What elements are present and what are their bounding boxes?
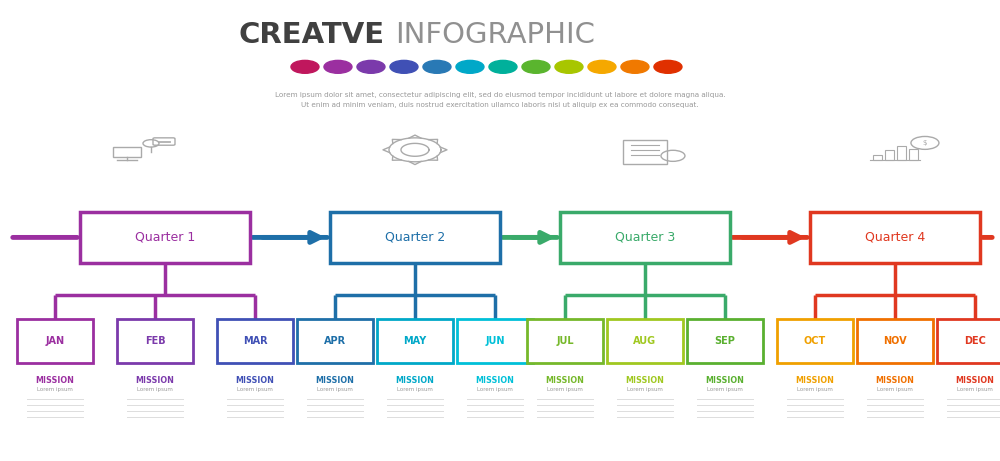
Text: JUL: JUL <box>556 336 574 346</box>
Text: FEB: FEB <box>145 336 165 346</box>
Text: Lorem ipsum: Lorem ipsum <box>707 387 743 392</box>
FancyBboxPatch shape <box>377 319 453 363</box>
Text: NOV: NOV <box>883 336 907 346</box>
Text: JAN: JAN <box>45 336 65 346</box>
FancyBboxPatch shape <box>607 319 683 363</box>
Circle shape <box>555 60 583 73</box>
Text: AUG: AUG <box>633 336 657 346</box>
Text: Lorem ipsum: Lorem ipsum <box>547 387 583 392</box>
Text: Quarter 3: Quarter 3 <box>615 231 675 244</box>
Circle shape <box>423 60 451 73</box>
Text: MISSION: MISSION <box>546 376 584 385</box>
Text: Lorem ipsum: Lorem ipsum <box>957 387 993 392</box>
Text: MISSION: MISSION <box>876 376 914 385</box>
Text: DEC: DEC <box>964 336 986 346</box>
Text: Lorem ipsum: Lorem ipsum <box>797 387 833 392</box>
FancyBboxPatch shape <box>457 319 533 363</box>
FancyBboxPatch shape <box>217 319 293 363</box>
FancyBboxPatch shape <box>687 319 763 363</box>
FancyBboxPatch shape <box>777 319 853 363</box>
Text: Lorem ipsum: Lorem ipsum <box>237 387 273 392</box>
Circle shape <box>324 60 352 73</box>
Text: MISSION: MISSION <box>36 376 74 385</box>
Text: INFOGRAPHIC: INFOGRAPHIC <box>395 21 595 48</box>
Text: Lorem ipsum: Lorem ipsum <box>397 387 433 392</box>
Text: MISSION: MISSION <box>706 376 744 385</box>
Text: MAY: MAY <box>403 336 427 346</box>
Text: Quarter 2: Quarter 2 <box>385 231 445 244</box>
Text: Lorem ipsum: Lorem ipsum <box>877 387 913 392</box>
Circle shape <box>456 60 484 73</box>
Text: Lorem ipsum: Lorem ipsum <box>137 387 173 392</box>
Circle shape <box>522 60 550 73</box>
Text: Lorem ipsum: Lorem ipsum <box>627 387 663 392</box>
FancyBboxPatch shape <box>80 212 250 263</box>
Circle shape <box>621 60 649 73</box>
Text: Lorem ipsum: Lorem ipsum <box>317 387 353 392</box>
Text: Lorem ipsum: Lorem ipsum <box>477 387 513 392</box>
FancyBboxPatch shape <box>527 319 603 363</box>
FancyBboxPatch shape <box>17 319 93 363</box>
Text: JUN: JUN <box>485 336 505 346</box>
Text: Quarter 4: Quarter 4 <box>865 231 925 244</box>
Text: MISSION: MISSION <box>956 376 994 385</box>
Text: Lorem ipsum: Lorem ipsum <box>37 387 73 392</box>
Text: Quarter 1: Quarter 1 <box>135 231 195 244</box>
Circle shape <box>390 60 418 73</box>
Text: MISSION: MISSION <box>136 376 174 385</box>
Text: CREATVE: CREATVE <box>239 21 385 48</box>
Text: $: $ <box>923 140 927 146</box>
Text: OCT: OCT <box>804 336 826 346</box>
Circle shape <box>588 60 616 73</box>
FancyBboxPatch shape <box>330 212 500 263</box>
FancyBboxPatch shape <box>297 319 373 363</box>
Text: MISSION: MISSION <box>476 376 514 385</box>
Text: MISSION: MISSION <box>796 376 834 385</box>
Text: APR: APR <box>324 336 346 346</box>
Text: Ut enim ad minim veniam, duis nostrud exercitation ullamco laboris nisi ut aliqu: Ut enim ad minim veniam, duis nostrud ex… <box>301 102 699 108</box>
FancyBboxPatch shape <box>560 212 730 263</box>
Text: SEP: SEP <box>715 336 735 346</box>
FancyBboxPatch shape <box>937 319 1000 363</box>
Text: MAR: MAR <box>243 336 267 346</box>
Text: MISSION: MISSION <box>626 376 664 385</box>
Text: MISSION: MISSION <box>236 376 274 385</box>
FancyBboxPatch shape <box>857 319 933 363</box>
Circle shape <box>489 60 517 73</box>
FancyBboxPatch shape <box>810 212 980 263</box>
Circle shape <box>357 60 385 73</box>
Text: Lorem ipsum dolor sit amet, consectetur adipiscing elit, sed do eiusmod tempor i: Lorem ipsum dolor sit amet, consectetur … <box>275 91 725 98</box>
Circle shape <box>291 60 319 73</box>
Text: MISSION: MISSION <box>396 376 434 385</box>
Text: MISSION: MISSION <box>316 376 354 385</box>
Circle shape <box>654 60 682 73</box>
FancyBboxPatch shape <box>117 319 193 363</box>
